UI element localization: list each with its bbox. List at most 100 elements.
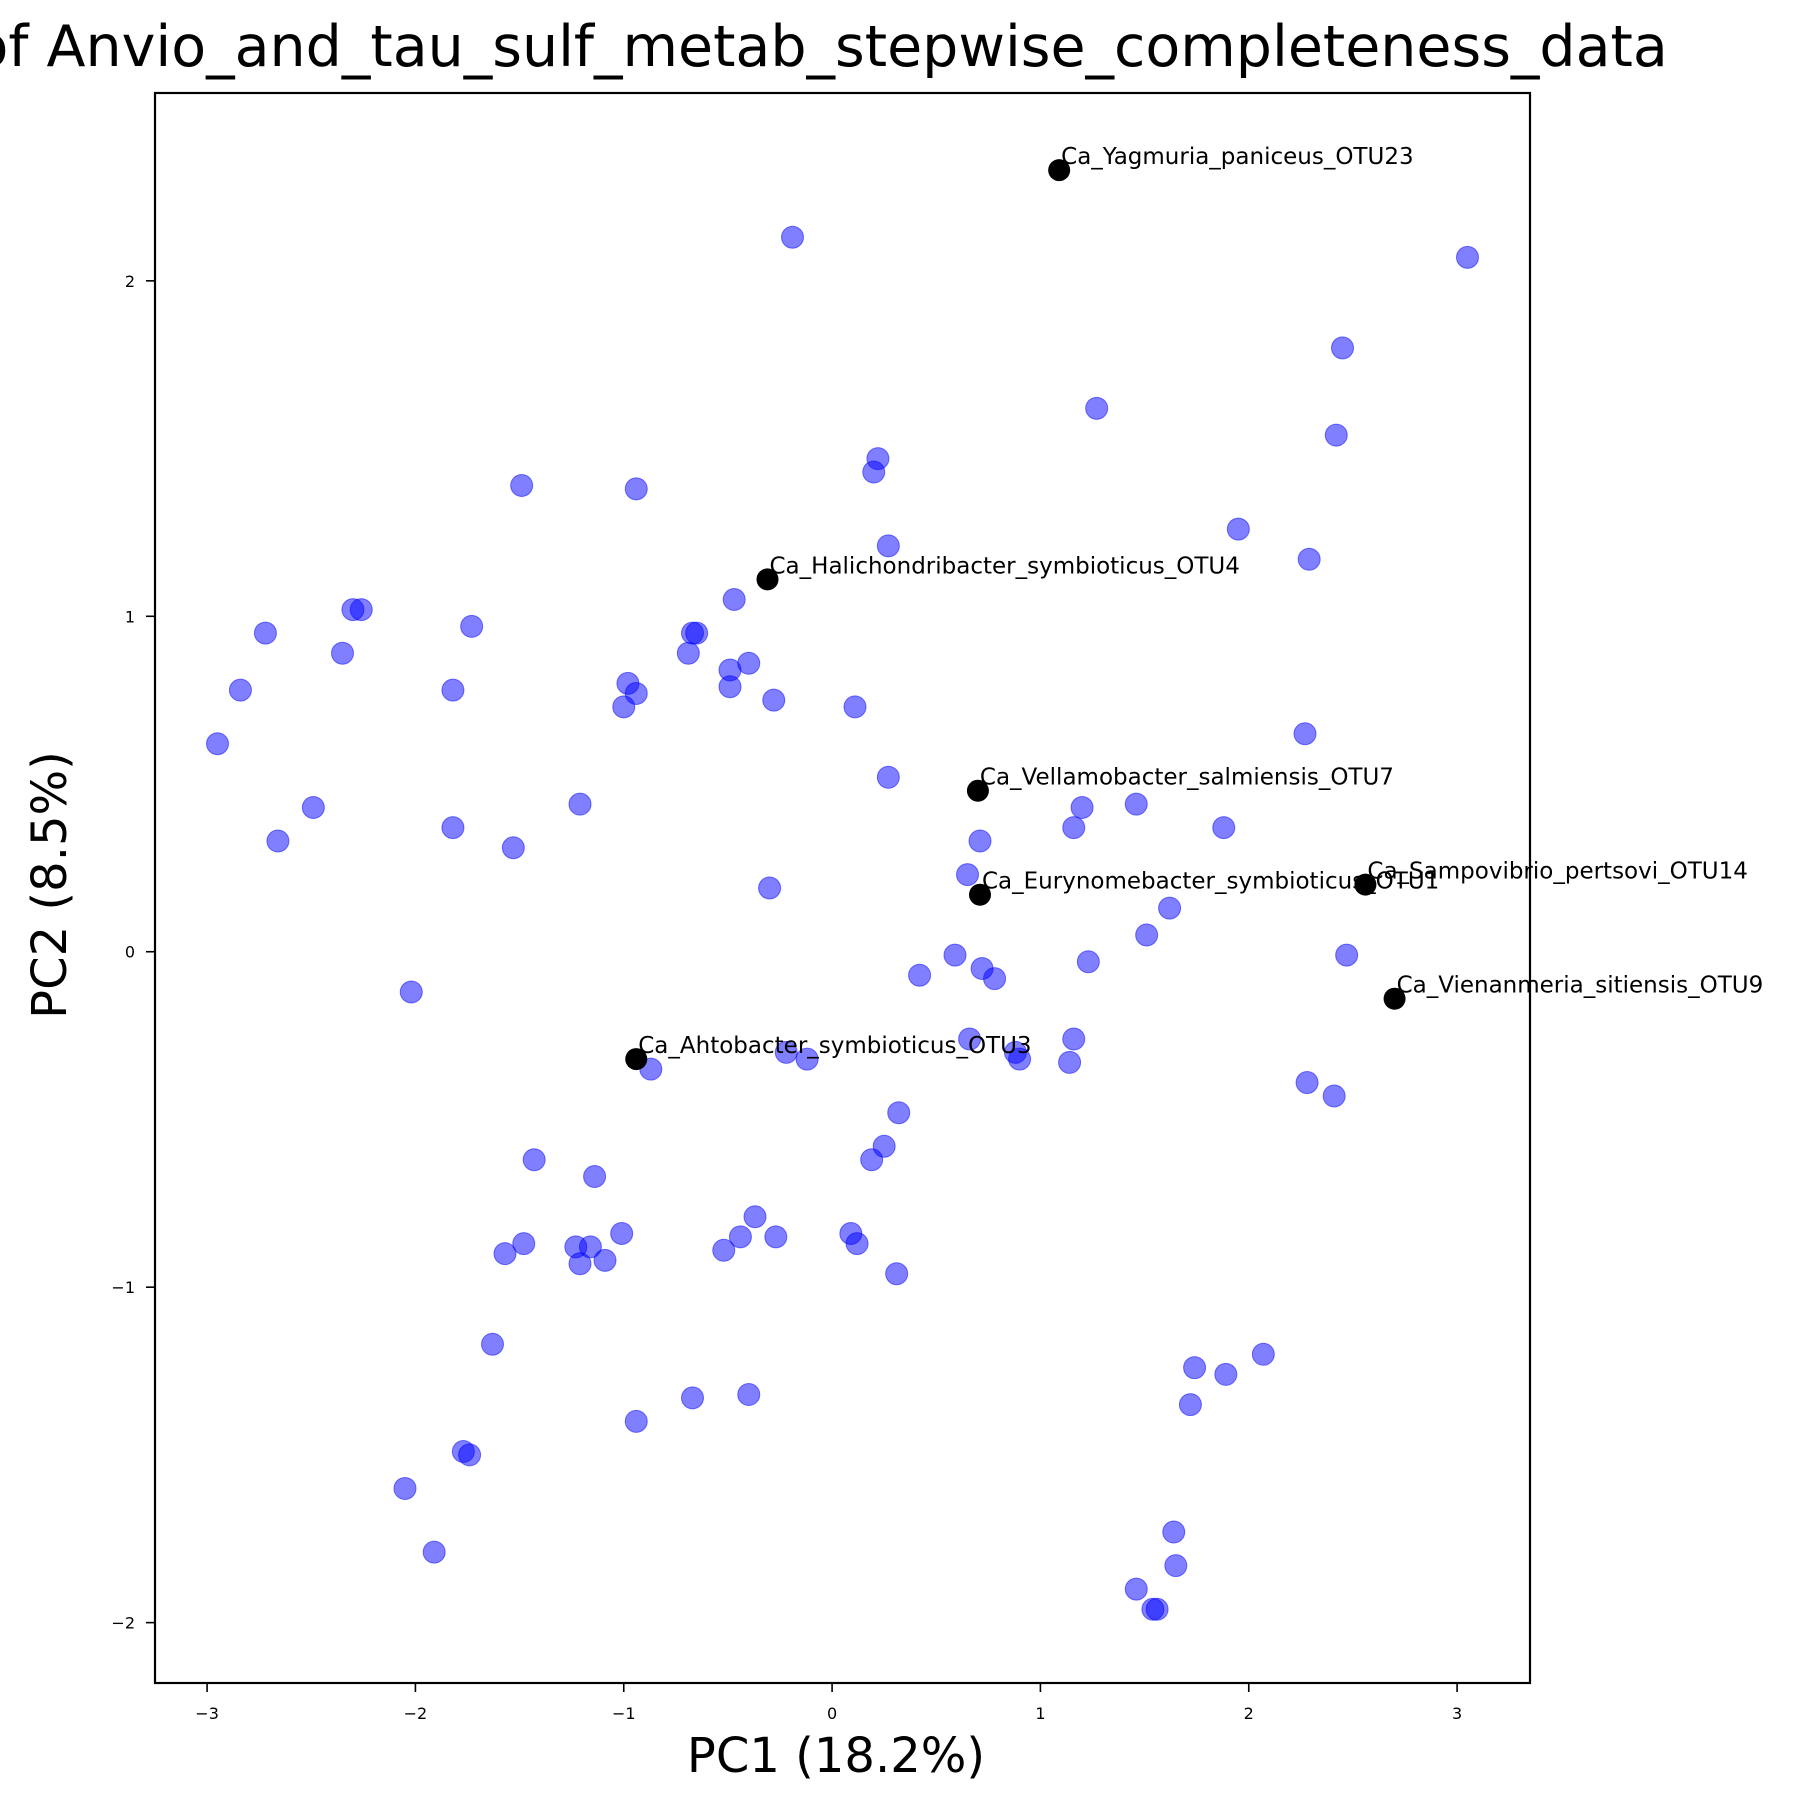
data-point: [460, 614, 484, 638]
data-point: [1456, 245, 1479, 269]
data-point: [1062, 1027, 1086, 1051]
data-point: [676, 641, 700, 665]
data-point: [228, 678, 252, 702]
chart-title: PCA of Anvio_and_tau_sulf_metab_stepwise…: [0, 14, 1668, 80]
data-point: [1158, 896, 1182, 920]
data-point: [908, 963, 932, 987]
data-point: [887, 1101, 911, 1125]
point-label: Ca_Ahtobacter_symbioticus_OTU3: [638, 1033, 1031, 1059]
x-tick-label: 1: [1035, 1704, 1045, 1723]
data-point: [481, 1332, 504, 1356]
data-point: [458, 1443, 482, 1467]
data-point: [568, 1252, 592, 1276]
data-point: [1297, 547, 1321, 571]
x-tick-label: −1: [612, 1704, 636, 1723]
data-point: [968, 829, 992, 853]
data-point: [1164, 1554, 1188, 1578]
x-tick-label: −3: [195, 1704, 219, 1723]
point-labels-layer: Ca_Yagmuria_paniceus_OTU23 Ca_Halichondri…: [638, 144, 1763, 1059]
y-axis-label: PC2 (8.5%): [22, 751, 78, 1019]
data-point: [493, 1242, 517, 1266]
points-layer: [206, 159, 1479, 1621]
data-point: [718, 675, 742, 699]
point-label: Ca_Sampovibrio_pertsovi_OTU14: [1367, 859, 1747, 885]
data-point: [843, 695, 867, 719]
data-point: [737, 1383, 761, 1407]
data-point: [441, 678, 465, 702]
highlighted-point: [966, 779, 989, 802]
data-point: [958, 1027, 982, 1051]
x-tick-label: 3: [1452, 1704, 1462, 1723]
data-point: [774, 1040, 798, 1064]
data-point: [610, 1222, 634, 1246]
data-point: [795, 1047, 819, 1071]
data-point: [685, 621, 709, 645]
data-point: [422, 1540, 446, 1564]
point-label: Ca_Yagmuria_paniceus_OTU23: [1061, 144, 1413, 170]
data-point: [764, 1225, 788, 1249]
data-point: [781, 225, 804, 249]
point-label: Ca_Halichondribacter_symbioticus_OTU4: [770, 553, 1240, 579]
y-tick-label: −2: [111, 1614, 135, 1633]
data-point: [1295, 1071, 1319, 1095]
data-point: [712, 1238, 736, 1262]
data-point: [501, 836, 525, 860]
y-axis-ticks: −2 −1 0 1 2: [111, 272, 155, 1633]
y-tick-label: 1: [125, 607, 135, 626]
data-point: [943, 943, 967, 967]
data-point: [722, 588, 746, 612]
data-point: [845, 1232, 869, 1256]
data-point: [1251, 1342, 1275, 1366]
data-point: [624, 1409, 648, 1433]
highlighted-point: [1383, 987, 1406, 1010]
data-point: [512, 1232, 536, 1256]
data-point: [349, 598, 373, 622]
data-point: [331, 641, 354, 665]
y-tick-label: 0: [125, 943, 135, 962]
data-point: [1062, 816, 1086, 840]
data-point: [1124, 1577, 1148, 1601]
point-label: Ca_Eurynomebacter_symbioticus_OTU1: [982, 869, 1439, 895]
data-point: [583, 1164, 607, 1188]
data-point: [578, 1235, 602, 1259]
data-point: [1293, 722, 1317, 746]
data-point: [301, 795, 325, 819]
highlighted-point: [969, 883, 991, 906]
data-point: [866, 447, 890, 471]
point-label: Ca_Vienanmeria_sitiensis_OTU9: [1397, 973, 1764, 999]
data-point: [1008, 1047, 1032, 1071]
data-point: [1183, 1356, 1207, 1380]
data-point: [885, 1262, 909, 1286]
data-point: [522, 1148, 546, 1172]
data-point: [1162, 1520, 1186, 1544]
data-point: [624, 681, 648, 705]
data-point: [728, 1225, 752, 1249]
data-point: [568, 792, 592, 816]
data-point: [1124, 792, 1148, 816]
data-point: [1335, 943, 1359, 967]
data-point: [876, 765, 900, 789]
data-point: [1331, 336, 1354, 360]
data-point: [758, 876, 782, 900]
data-point: [876, 534, 900, 558]
highlighted-point: [1048, 159, 1071, 182]
point-label: Ca_Vellamobacter_salmiensis_OTU7: [980, 765, 1394, 791]
data-point: [206, 732, 229, 756]
x-axis-ticks: −3 −2 −1 0 1 2 3: [195, 1683, 1462, 1723]
data-point: [624, 477, 648, 501]
data-point: [681, 1386, 704, 1410]
data-point: [1322, 1084, 1346, 1108]
data-point: [737, 651, 761, 675]
data-point: [1085, 396, 1109, 420]
highlighted-point: [1354, 873, 1377, 896]
data-point: [1070, 795, 1094, 819]
data-point: [1076, 950, 1100, 974]
highlighted-point: [625, 1048, 648, 1071]
data-point: [762, 688, 786, 712]
data-point: [399, 980, 423, 1004]
data-point: [441, 816, 465, 840]
data-point: [956, 863, 979, 887]
data-point: [1178, 1393, 1202, 1417]
x-tick-label: 0: [827, 1704, 837, 1723]
